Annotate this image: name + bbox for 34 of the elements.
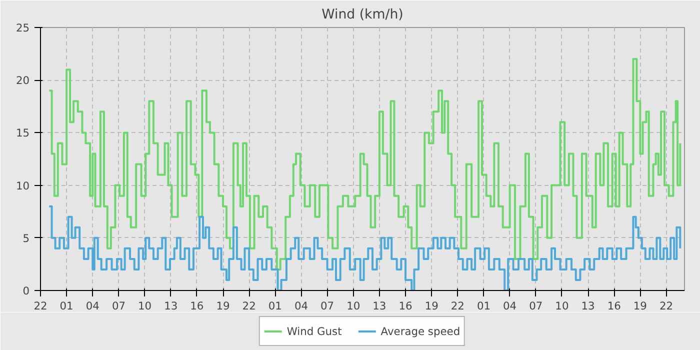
x-tick-label: 01 — [60, 300, 74, 312]
x-tick-label: 10 — [555, 300, 569, 312]
x-tick-label: 22 — [450, 300, 464, 312]
x-tick-label: 13 — [581, 300, 595, 312]
x-tick-label: 07 — [529, 300, 543, 312]
x-tick-label: 01 — [476, 300, 491, 312]
y-tick-label: 5 — [22, 232, 30, 245]
y-tick-label: 15 — [16, 126, 30, 140]
x-tick-label: 22 — [242, 300, 256, 312]
x-tick-label: 13 — [372, 300, 386, 312]
x-tick-label: 04 — [86, 300, 100, 312]
x-tick-label: 07 — [320, 300, 334, 312]
x-tick-label: 04 — [503, 300, 517, 312]
y-tick-label: 25 — [16, 22, 30, 34]
chart-title: Wind (km/h) — [322, 8, 404, 22]
x-tick-label: 04 — [294, 300, 308, 312]
y-tick-label: 10 — [16, 179, 30, 192]
x-tick-label: 19 — [424, 300, 439, 312]
x-tick-label: 19 — [216, 300, 230, 312]
x-tick-label: 16 — [398, 300, 413, 312]
x-tick-label: 16 — [190, 300, 204, 312]
y-tick-label: 0 — [22, 284, 30, 298]
x-tick-label: 19 — [633, 300, 648, 312]
x-tick-label: 22 — [34, 300, 48, 312]
legend-label: Average speed — [380, 324, 460, 338]
legend-label: Wind Gust — [286, 324, 342, 338]
y-tick-label: 20 — [16, 74, 30, 88]
x-tick-label: 10 — [346, 300, 360, 312]
x-tick-label: 22 — [659, 300, 674, 312]
x-tick-label: 10 — [138, 300, 152, 312]
x-tick-label: 13 — [164, 300, 178, 312]
x-tick-label: 07 — [112, 300, 126, 312]
x-tick-label: 16 — [607, 300, 622, 312]
x-tick-label: 01 — [268, 300, 282, 312]
